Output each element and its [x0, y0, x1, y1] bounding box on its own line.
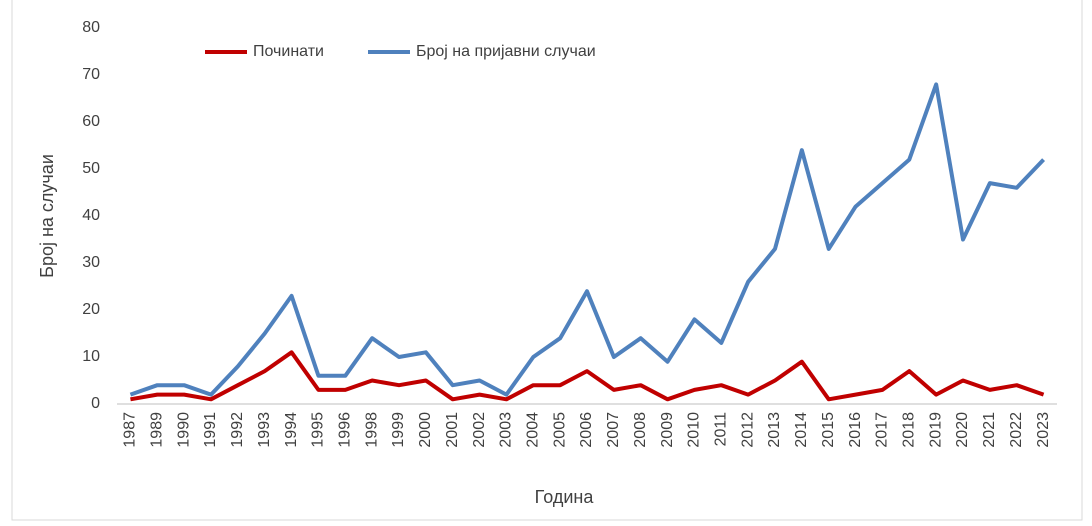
x-tick-label: 2013: [766, 412, 783, 448]
x-tick-label: 2018: [901, 412, 918, 448]
x-tick-label: 2012: [739, 412, 756, 448]
x-tick-label: 1993: [256, 412, 273, 448]
x-tick-label: 2008: [632, 412, 649, 448]
x-tick-label: 2011: [713, 412, 730, 447]
chart-frame: [11, 0, 1083, 521]
y-tick-label: 60: [82, 113, 100, 130]
line-series: [129, 82, 1046, 397]
y-tick-label: 70: [82, 66, 100, 83]
x-tick-label: 2007: [605, 412, 622, 448]
y-tick-label: 40: [82, 207, 100, 224]
legend-label: Број на пријавни случаи: [416, 43, 596, 60]
x-tick-label: 2009: [659, 412, 676, 448]
x-tick-label: 2019: [927, 412, 944, 448]
x-tick-label: 2001: [444, 412, 461, 448]
legend-label: Починати: [253, 43, 324, 60]
x-axis-title: Година: [535, 487, 595, 507]
x-tick-label: 1994: [283, 412, 300, 448]
y-tick-label: 10: [82, 348, 100, 365]
x-tick-label: 2017: [874, 412, 891, 448]
x-tick-label: 2003: [498, 412, 515, 448]
y-tick-label: 80: [82, 19, 100, 36]
x-tick-label: 1991: [202, 412, 219, 448]
y-tick-label: 50: [82, 160, 100, 177]
y-tick-label: 30: [82, 254, 100, 271]
x-tick-label: 1996: [337, 412, 354, 448]
x-tick-label: 1998: [363, 412, 380, 448]
x-tick-label: 1999: [390, 412, 407, 448]
x-tick-label: 2004: [525, 412, 542, 448]
x-tick-label: 2005: [551, 412, 568, 448]
x-tick-label: 2014: [793, 412, 810, 448]
x-tick-label: 2010: [686, 412, 703, 448]
x-tick-label: 1990: [175, 412, 192, 448]
y-tick-label: 0: [91, 395, 100, 412]
x-tick-label: 2023: [1035, 412, 1052, 448]
x-tick-label: 2002: [471, 412, 488, 448]
x-tick-label: 1989: [149, 412, 166, 448]
line-series: [130, 350, 1045, 402]
x-tick-label: 1995: [310, 412, 327, 448]
x-tick-label: 2000: [417, 412, 434, 448]
x-tick-label: 2015: [820, 412, 837, 448]
x-tick-label: 2006: [578, 412, 595, 448]
x-tick-label: 1987: [122, 412, 139, 448]
x-tick-label: 1992: [229, 412, 246, 448]
y-axis-title: Број на случаи: [37, 154, 57, 278]
x-tick-label: 2021: [981, 412, 998, 448]
y-tick-label: 20: [82, 301, 100, 318]
x-tick-label: 2020: [954, 412, 971, 448]
x-tick-label: 2016: [847, 412, 864, 448]
x-tick-label: 2022: [1008, 412, 1025, 448]
